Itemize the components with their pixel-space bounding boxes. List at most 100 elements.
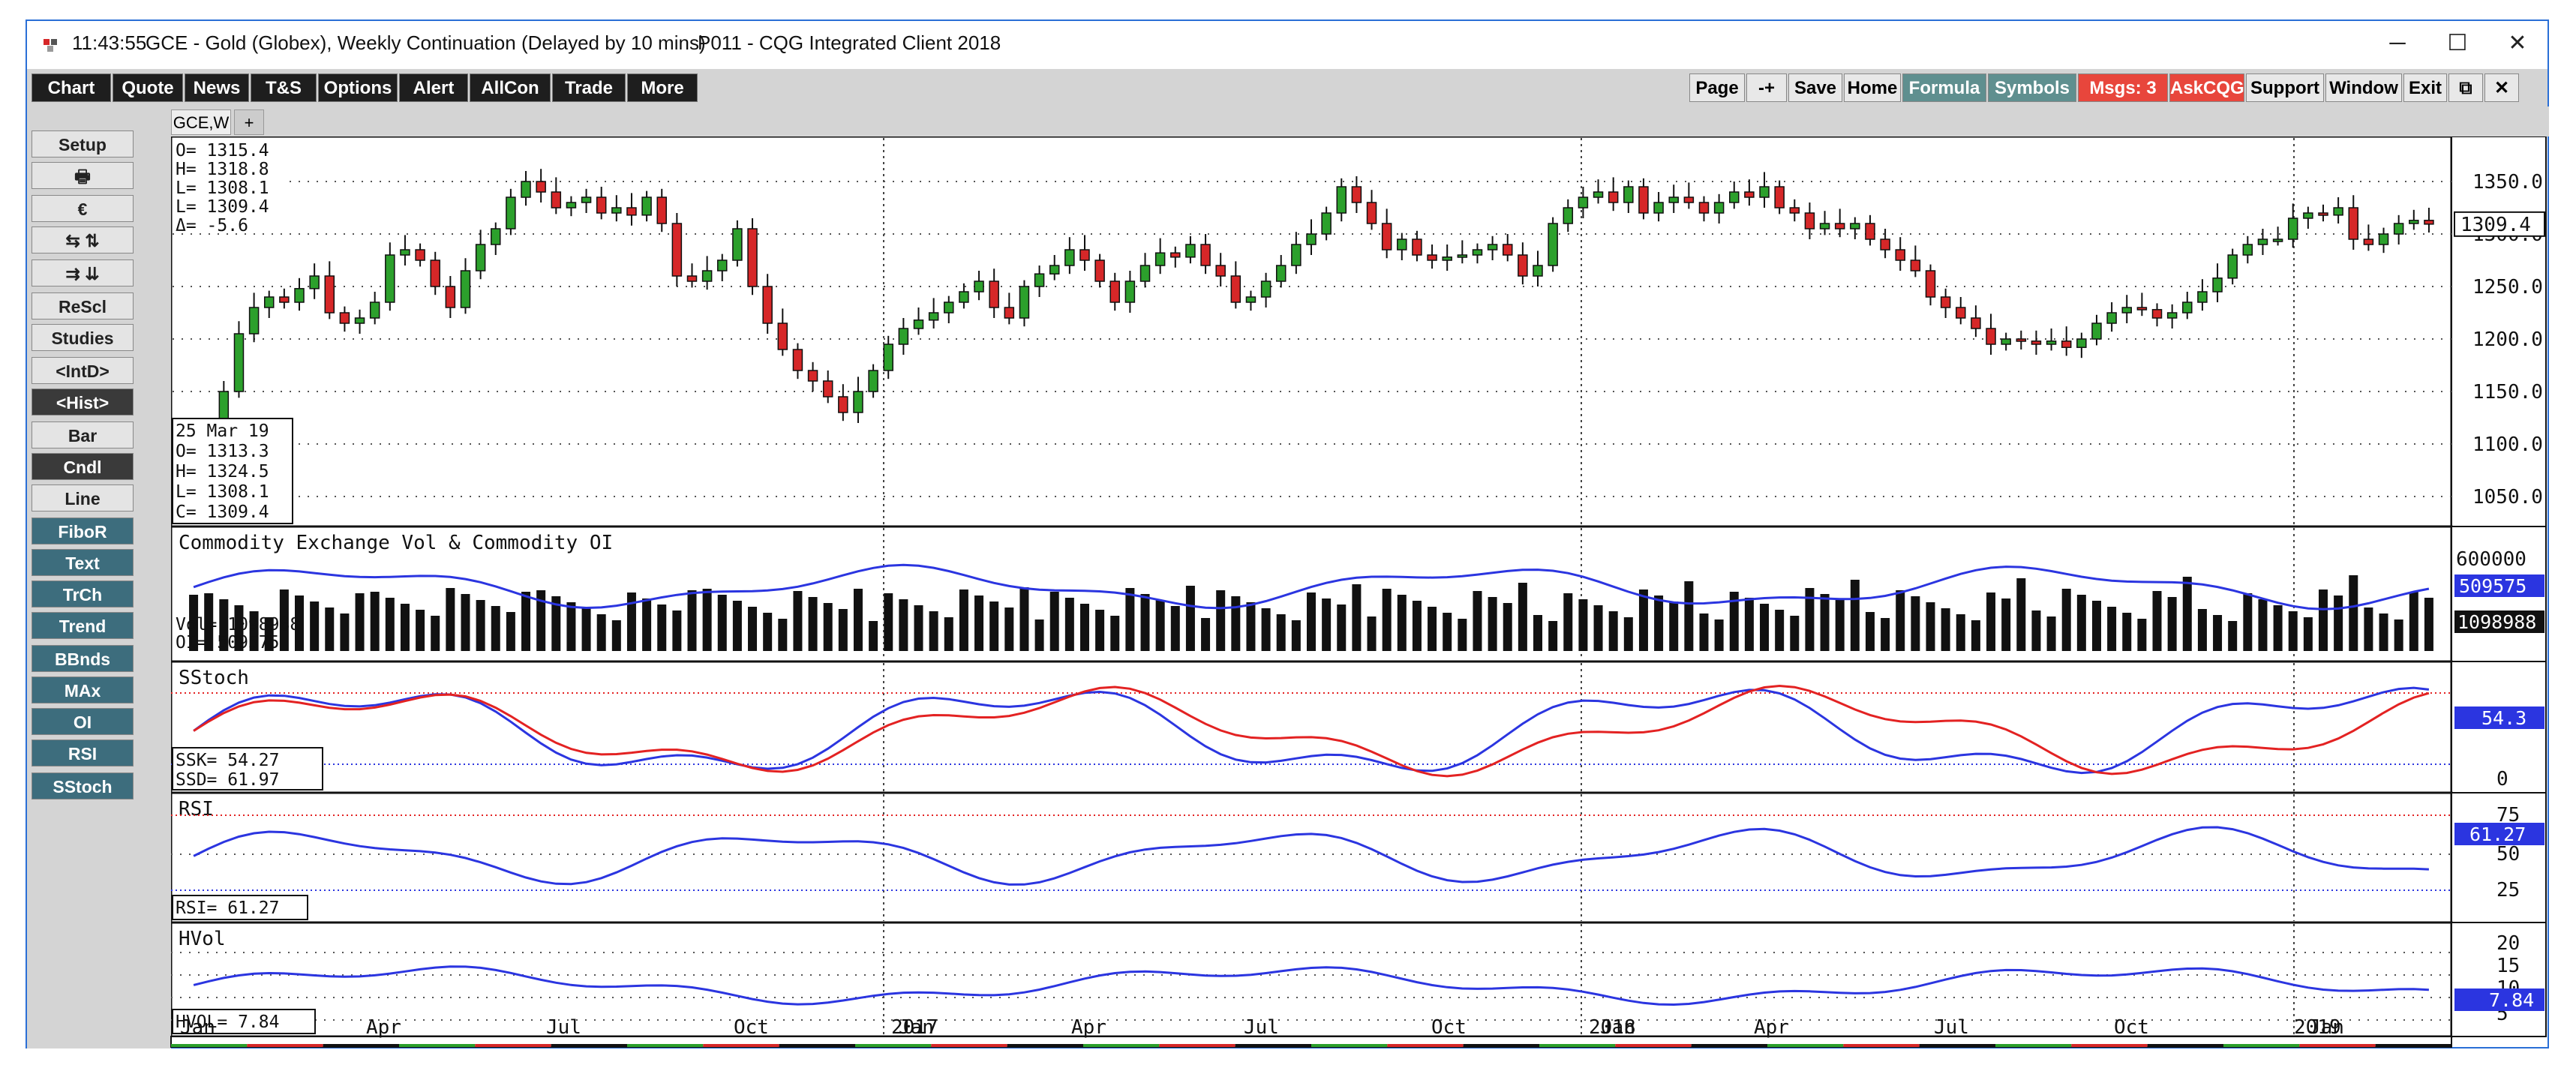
volume-bar-147 (2409, 592, 2418, 651)
candle-body-69 (1230, 275, 1241, 303)
time-label-13: Oct (2114, 1016, 2149, 1039)
side-button-13[interactable]: Text (32, 549, 134, 576)
last-price-label: 1309.4 (2460, 214, 2531, 236)
menu-right-button-2[interactable]: Save (1788, 74, 1842, 102)
side-button-6[interactable]: Studies (32, 324, 134, 351)
menu-trade-button[interactable]: Trade (552, 74, 626, 102)
candle-body-80 (1397, 238, 1407, 250)
ssk-line (193, 686, 2430, 775)
candle-body-67 (1200, 244, 1211, 266)
side-button-16[interactable]: BBnds (32, 645, 134, 672)
side-button-7[interactable]: <IntD> (32, 357, 134, 384)
menu-right-button-7[interactable]: AskCQG (2169, 74, 2244, 102)
volume-bar-127 (2107, 607, 2117, 651)
candle-body-142 (2333, 207, 2343, 216)
side-button-15[interactable]: Trend (32, 612, 134, 639)
time-strip-23 (1919, 1044, 1995, 1047)
side-button-12[interactable]: FiboR (32, 518, 134, 544)
ssd-line (193, 684, 2430, 778)
menu-right-button-8[interactable]: Support (2246, 74, 2324, 102)
volume-bar-132 (2182, 577, 2192, 651)
volume-bar-60 (1095, 610, 1105, 651)
ohlc-header-box (173, 138, 284, 232)
menu-right-button-1[interactable]: -+ (1746, 74, 1787, 102)
menu-right-button-0[interactable]: Page (1689, 74, 1745, 102)
volume-bar-144 (2364, 608, 2373, 651)
volume-bar-79 (1382, 589, 1392, 651)
candle-body-137 (2257, 238, 2268, 245)
side-button-14[interactable]: TrCh (32, 580, 134, 608)
candle-body-90 (1548, 223, 1558, 266)
side-button-8[interactable]: <Hist> (32, 388, 134, 416)
menu-right-button-9[interactable]: Window (2325, 74, 2402, 102)
volume-bar-13 (385, 598, 395, 651)
menu-right-button-12[interactable]: ✕ (2484, 74, 2519, 102)
panel-axis-4 (2451, 922, 2547, 1037)
side-button-4[interactable]: ⇉ ⇊ (32, 260, 134, 286)
minimize-button[interactable]: ─ (2389, 31, 2406, 56)
maximize-button[interactable]: ☐ (2447, 31, 2468, 56)
volume-bar-109 (1835, 600, 1845, 651)
menu-right-button-11[interactable]: ⧉ (2448, 74, 2483, 102)
price-chart[interactable]: 1350.01300.01250.01200.01150.01100.01050… (141, 135, 2549, 1048)
volume-bar-116 (1941, 608, 1950, 651)
volume-bar-92 (1578, 599, 1588, 651)
volume-bar-133 (2197, 609, 2207, 651)
volume-bar-52 (974, 596, 984, 651)
volume-bar-35 (717, 595, 727, 651)
time-strip-20 (1691, 1044, 1767, 1047)
menu-right-button-3[interactable]: Home (1844, 74, 1901, 102)
menu-quote-button[interactable]: Quote (113, 74, 183, 102)
time-label-3: Oct (734, 1016, 769, 1039)
hvol-last-label: 7.84 (2489, 989, 2534, 1011)
menu-right-button-10[interactable]: Exit (2403, 74, 2447, 102)
menu-right-button-6[interactable]: Msgs: 3 (2078, 74, 2168, 102)
candle-body-138 (2272, 238, 2283, 242)
sstoch-label-box (172, 747, 323, 790)
volume-bar-37 (748, 607, 758, 651)
menu-ts-button[interactable]: T&S (251, 74, 317, 102)
add-tab-button[interactable]: + (234, 110, 264, 135)
menu-news-button[interactable]: News (185, 74, 249, 102)
side-button-2[interactable]: € (32, 195, 134, 222)
menu-more-button[interactable]: More (627, 74, 698, 102)
candle-body-128 (2121, 307, 2132, 314)
side-button-9[interactable]: Bar (32, 422, 134, 448)
time-strip-28 (2299, 1044, 2376, 1047)
side-button-20[interactable]: SStoch (32, 772, 134, 800)
candle-body-118 (1971, 317, 1981, 329)
candle-body-36 (732, 228, 743, 261)
side-button-19[interactable]: RSI (32, 740, 134, 766)
side-button-1[interactable]: 🖶 (32, 162, 134, 189)
volume-bar-106 (1790, 616, 1800, 651)
candle-body-29 (626, 207, 637, 216)
side-button-11[interactable]: Line (32, 484, 134, 512)
candle-body-116 (1940, 296, 1951, 308)
side-button-5[interactable]: ReScl (32, 292, 134, 320)
volume-bar-62 (1125, 588, 1135, 651)
volume-bar-53 (989, 602, 999, 651)
candle-body-21 (506, 196, 516, 230)
close-button[interactable]: ✕ (2508, 31, 2527, 56)
side-button-10[interactable]: Cndl (32, 453, 134, 480)
candle-body-109 (1834, 223, 1845, 230)
menu-allcon-button[interactable]: AllCon (470, 74, 551, 102)
candle-body-25 (566, 202, 577, 208)
menu-right-button-5[interactable]: Symbols (1988, 74, 2076, 102)
side-button-17[interactable]: MAx (32, 676, 134, 704)
menu-options-button[interactable]: Options (318, 74, 398, 102)
candle-body-5 (263, 296, 275, 308)
candle-body-41 (807, 370, 818, 382)
side-button-3[interactable]: ⇆ ⇅ (32, 226, 134, 254)
menu-chart-button[interactable]: Chart (32, 74, 111, 102)
menu-alert-button[interactable]: Alert (399, 74, 468, 102)
candle-body-106 (1789, 207, 1800, 214)
menu-right-button-4[interactable]: Formula (1902, 74, 1986, 102)
chart-area: 1350.01300.01250.01200.01150.01100.01050… (141, 135, 2549, 1048)
side-button-18[interactable]: OI (32, 708, 134, 735)
volume-bar-7 (295, 596, 305, 651)
tab-gce-w[interactable]: GCE,W (171, 110, 231, 135)
ohlc-header-0: O= 1315.4 (176, 141, 269, 160)
time-strip-29 (2375, 1044, 2451, 1047)
side-button-0[interactable]: Setup (32, 130, 134, 158)
